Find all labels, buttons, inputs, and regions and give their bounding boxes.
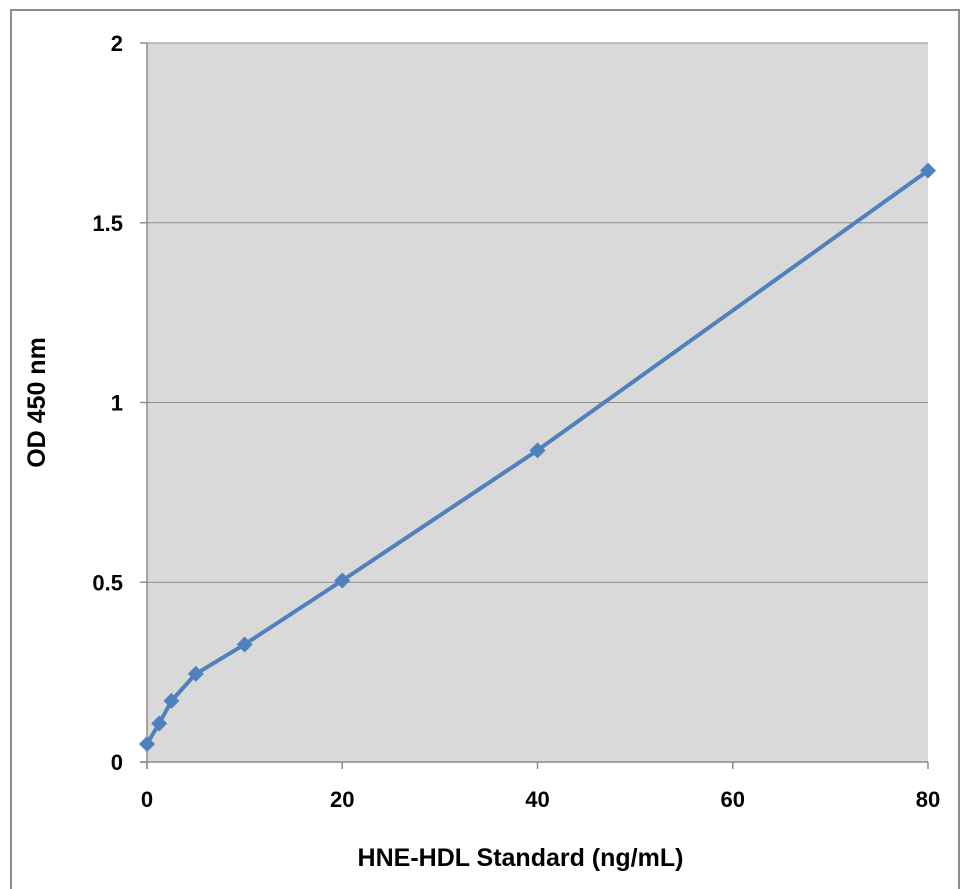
- y-tick-label: 2: [111, 31, 123, 56]
- y-tick-label: 0.5: [92, 570, 123, 595]
- data-point-marker: [151, 715, 168, 732]
- y-tick-label: 0: [111, 750, 123, 775]
- data-point-marker: [187, 665, 204, 682]
- series-layer: [139, 162, 936, 753]
- data-point-marker: [236, 636, 253, 653]
- x-axis-title: HNE-HDL Standard (ng/mL): [358, 844, 684, 872]
- axes: [140, 42, 929, 769]
- y-tick-label: 1.5: [92, 211, 123, 236]
- data-point-marker: [334, 572, 351, 589]
- x-tick-label: 60: [721, 787, 745, 812]
- x-tick-label: 0: [141, 787, 153, 812]
- data-point-marker: [139, 736, 155, 753]
- x-tick-label: 80: [916, 787, 940, 812]
- y-tick-label: 1: [111, 391, 123, 416]
- x-tick-label: 20: [330, 787, 354, 812]
- x-tick-label: 40: [525, 787, 549, 812]
- gridlines: [147, 42, 928, 583]
- data-point-marker: [163, 692, 180, 709]
- y-axis-title: OD 450 nm: [23, 337, 51, 468]
- data-point-marker: [529, 442, 546, 459]
- tick-labels: 00.511.520 20 40 60 80: [92, 31, 940, 812]
- data-point-marker: [920, 162, 936, 179]
